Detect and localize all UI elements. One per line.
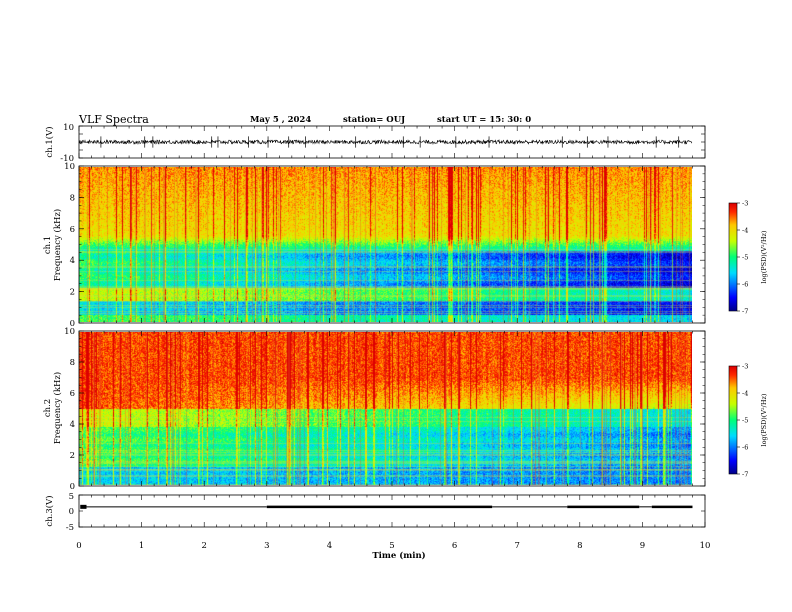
x-tick-label: 0 bbox=[76, 541, 81, 551]
colorbar-tick-label: -7 bbox=[742, 471, 748, 479]
ch1-waveform-spikes bbox=[100, 136, 680, 148]
colorbar-tick-label: -4 bbox=[742, 390, 748, 398]
y-tick-label: 2 bbox=[70, 451, 75, 461]
ch3-ylabel: ch.3(V) bbox=[44, 495, 55, 526]
ch3-ytick-bottom: -5 bbox=[66, 523, 74, 533]
start-time-label: start UT = 15: 30: 0 bbox=[437, 115, 531, 125]
spectrogram-ch1-yticks: 0 2 4 6 8 10 bbox=[64, 162, 705, 329]
y-tick-label: 8 bbox=[70, 358, 75, 368]
wave-xticks bbox=[78, 125, 706, 159]
date-label: May 5 , 2024 bbox=[250, 115, 311, 125]
spectrogram-ch1 bbox=[79, 167, 692, 322]
wave-ylabel: ch.1(V) bbox=[44, 126, 55, 157]
wave-ytick-bottom: -10 bbox=[60, 154, 74, 164]
colorbar-ch1-ticks: -3 -4 -5 -6 -7 bbox=[737, 200, 748, 316]
colorbar-tick-label: -7 bbox=[742, 308, 748, 316]
colorbar-tick-label: -3 bbox=[742, 200, 748, 208]
y-tick-label: 10 bbox=[64, 162, 75, 172]
y-tick-label: 6 bbox=[70, 389, 75, 399]
x-tick-label: 5 bbox=[389, 541, 394, 551]
ch3-ytick-mid: 0 bbox=[69, 507, 74, 517]
y-tick-label: 0 bbox=[70, 482, 75, 492]
x-tick-label: 4 bbox=[327, 541, 332, 551]
y-tick-label: 10 bbox=[64, 327, 75, 337]
x-tick-label: 1 bbox=[139, 541, 144, 551]
spectrogram-ch1-ylabel-line1: ch.1 bbox=[43, 236, 53, 254]
y-tick-label: 8 bbox=[70, 193, 75, 203]
y-tick-label: 2 bbox=[70, 288, 75, 298]
ch3-xticks bbox=[78, 495, 706, 527]
y-tick-label: 6 bbox=[70, 225, 75, 235]
wave-ytick-top: 10 bbox=[63, 123, 74, 133]
ch3-trace bbox=[79, 494, 705, 528]
y-tick-label: 0 bbox=[70, 319, 75, 329]
colorbar-ch2-label: log(PSD)(V²/Hz) bbox=[760, 393, 768, 446]
colorbar-ch2 bbox=[729, 366, 737, 474]
x-axis-label: Time (min) bbox=[372, 550, 425, 561]
ch1-waveform-trace bbox=[78, 138, 693, 146]
colorbar-ch2-ticks: -3 -4 -5 -6 -7 bbox=[737, 363, 748, 479]
spectrogram-ch1-ylabel-line2: Frequency (kHz) bbox=[52, 209, 63, 281]
station-label: station= OUJ bbox=[343, 115, 405, 125]
colorbar-ch1-label: log(PSD)(V²/Hz) bbox=[760, 230, 768, 283]
x-tick-label: 9 bbox=[640, 541, 645, 551]
colorbar-tick-label: -5 bbox=[742, 417, 748, 425]
colorbar-tick-label: -6 bbox=[742, 281, 748, 289]
ch3-panel: 5 0 -5 ch.3(V) bbox=[44, 492, 706, 533]
colorbar-tick-label: -4 bbox=[742, 227, 748, 235]
waveform-panel: 10 -10 ch.1(V) bbox=[44, 123, 706, 164]
x-tick-label: 6 bbox=[452, 541, 457, 551]
ch3-ytick-top: 5 bbox=[69, 492, 74, 502]
x-tick-label: 10 bbox=[700, 541, 711, 551]
y-tick-label: 4 bbox=[70, 420, 75, 430]
colorbar-tick-label: -6 bbox=[742, 444, 748, 452]
x-tick-label: 8 bbox=[577, 541, 582, 551]
spectrogram-ch1-xticks bbox=[78, 166, 706, 323]
y-tick-label: 4 bbox=[70, 256, 75, 266]
colorbar-ch1 bbox=[729, 203, 737, 311]
spectrogram-ch2-ylabel-line1: ch.2 bbox=[43, 399, 53, 417]
spectrogram-ch2-ylabel-line2: Frequency (kHz) bbox=[52, 372, 63, 444]
figure-title: VLF Spectra bbox=[78, 113, 149, 126]
colorbar-tick-label: -5 bbox=[742, 254, 748, 262]
x-tick-label: 7 bbox=[514, 541, 519, 551]
x-tick-label: 3 bbox=[264, 541, 269, 551]
x-tick-label: 2 bbox=[201, 541, 206, 551]
x-axis-tick-labels: 0 1 2 3 4 5 6 7 8 9 10 bbox=[76, 541, 710, 551]
spectrogram-ch2-xticks bbox=[78, 331, 706, 486]
spectrogram-ch2 bbox=[79, 332, 692, 485]
spectrogram-ch2-yticks: 0 2 4 6 8 10 bbox=[64, 327, 705, 492]
colorbar-tick-label: -3 bbox=[742, 363, 748, 371]
